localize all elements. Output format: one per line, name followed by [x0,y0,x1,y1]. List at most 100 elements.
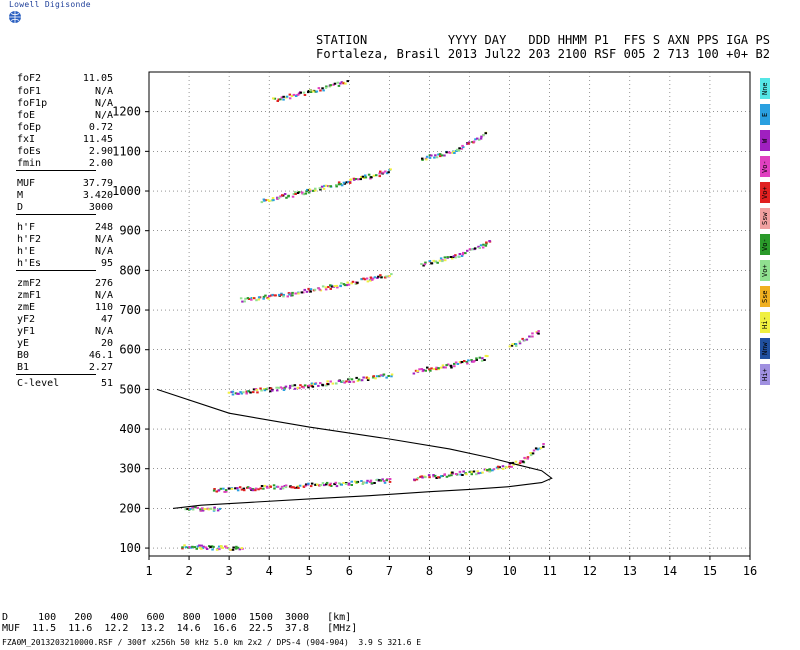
echo-point [371,376,375,379]
echo-point [333,82,337,85]
echo-point [249,391,252,394]
echo-point [297,292,300,295]
echo-point [305,483,308,486]
echo-point [340,81,344,84]
echo-point [365,376,369,379]
echo-point [482,134,485,137]
echo-point [451,471,454,474]
echo-point [186,546,190,549]
echo-point [443,256,447,259]
echo-point [480,135,483,138]
echo-point [531,452,535,455]
echo-point [474,138,477,141]
echo-point [332,83,335,86]
header-values: Fortaleza, Brasil 2013 Jul22 203 2100 RS… [316,47,771,61]
echo-point [195,547,198,550]
echo-point [455,150,458,152]
echo-point [322,89,325,92]
echo-point [296,192,300,194]
echo-point [316,483,319,486]
echo-point [329,482,332,485]
echo-point [296,386,300,389]
x-tick-label: 16 [743,564,757,578]
echo-point [324,184,328,187]
echo-point [287,292,291,295]
echo-point [364,174,367,177]
echo-point [537,332,540,335]
echo-point [304,484,307,487]
echo-point [181,547,184,550]
param-name: MUF [17,178,36,189]
echo-point [347,482,351,485]
legend-item: Vo- [760,156,770,177]
echo-point [353,480,357,483]
echo-point [224,545,227,548]
echo-point [343,284,347,287]
echo-point [302,91,306,94]
echo-point [307,384,311,387]
echo-point [225,490,228,493]
echo-point [536,448,539,451]
echo-point [250,297,253,299]
echo-point [259,487,262,490]
echo-point [254,489,257,492]
echo-point [310,382,314,385]
echo-point [478,247,481,249]
echo-point [321,87,324,90]
echo-point [370,176,373,179]
echo-point [531,335,534,338]
param-value: N/A [94,290,113,301]
echo-point [337,380,341,382]
distance-row: D 100 200 400 600 800 1000 1500 3000 [km… [2,612,352,623]
echo-point [385,479,388,482]
echo-point [209,507,212,510]
echo-point [475,358,478,361]
echo-point [355,178,358,180]
echo-point [369,479,373,482]
echo-point [313,288,317,291]
echo-point [464,252,467,255]
echo-point [488,240,491,242]
echo-point [467,142,470,145]
echo-point [446,256,449,259]
echo-point [355,376,358,379]
echo-point [449,364,453,367]
echo-point [444,366,447,369]
y-tick-label: 300 [119,462,141,476]
echo-point [348,181,352,184]
param-name: foF1 [17,86,42,97]
echo-point [470,473,473,476]
echo-point [188,546,191,549]
echo-point [242,487,246,490]
echo-point [262,295,266,298]
echo-point [314,483,317,486]
echo-point [422,264,425,267]
echo-point [424,476,427,479]
echo-point [291,384,294,387]
echo-point [454,256,457,259]
echo-point [281,487,285,490]
echo-point [542,443,545,445]
echo-point [327,383,330,386]
echo-point [269,485,272,488]
echo-point [348,377,351,380]
x-tick-label: 12 [583,564,597,578]
echo-point [279,487,282,490]
echo-point [303,94,307,96]
param-value: 3000 [88,202,113,213]
x-tick-label: 7 [386,564,393,578]
echo-point [441,260,444,263]
echo-point [345,284,349,287]
globe-icon [9,11,21,23]
echo-point [458,253,462,255]
echo-point [384,276,387,279]
echo-point [238,548,241,551]
echo-point [462,251,465,254]
echo-point [437,367,440,370]
echo-point [428,260,432,262]
echo-point [314,189,317,192]
echo-point [290,486,293,489]
echo-point [419,475,422,478]
x-tick-label: 14 [663,564,677,578]
echo-point [529,454,533,457]
